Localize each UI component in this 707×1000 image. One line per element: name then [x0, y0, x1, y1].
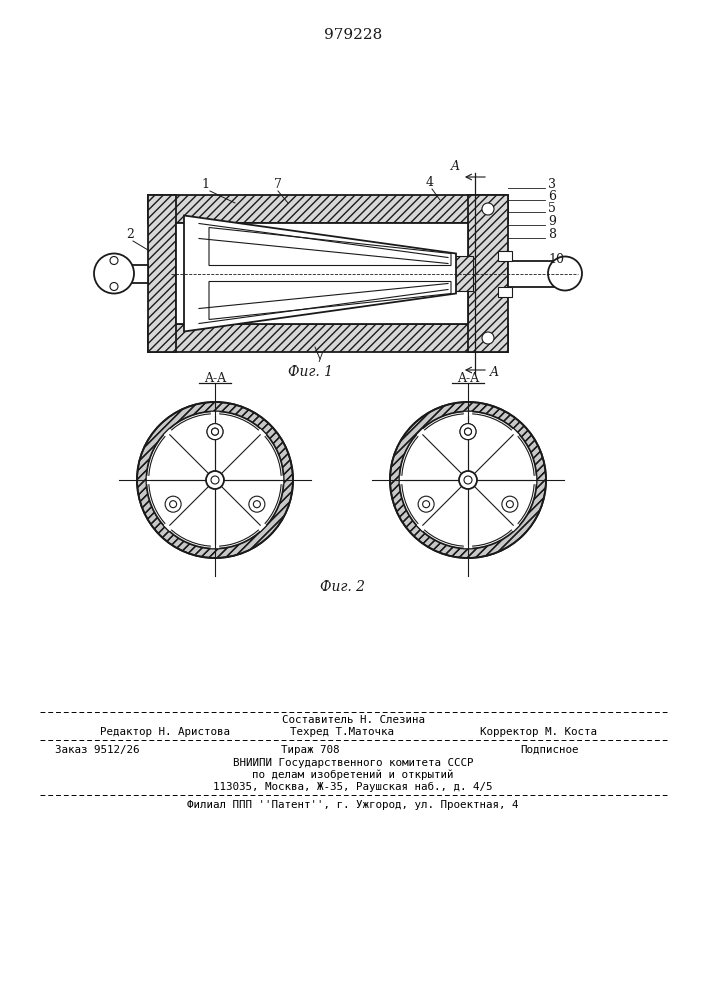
Text: Корректор М. Коста: Корректор М. Коста: [480, 727, 597, 737]
Circle shape: [482, 332, 494, 344]
Circle shape: [390, 402, 546, 558]
Text: 5: 5: [548, 202, 556, 215]
Text: ВНИИПИ Государственного комитета СССР: ВНИИПИ Государственного комитета СССР: [233, 758, 473, 768]
Text: A-A: A-A: [204, 371, 226, 384]
Text: 3: 3: [548, 178, 556, 191]
Circle shape: [548, 256, 582, 290]
Text: 113035, Москва, Ж-35, Раушская наб., д. 4/5: 113035, Москва, Ж-35, Раушская наб., д. …: [214, 782, 493, 792]
Text: A-A: A-A: [457, 371, 479, 384]
Text: Тираж 708: Тираж 708: [281, 745, 339, 755]
Circle shape: [211, 428, 218, 435]
Bar: [508, 260, 563, 286]
Polygon shape: [209, 228, 451, 265]
Text: Техред Т.Маточка: Техред Т.Маточка: [290, 727, 394, 737]
Circle shape: [482, 203, 494, 215]
Circle shape: [148, 414, 281, 546]
Bar: [148, 324, 508, 352]
Text: 4: 4: [426, 176, 434, 189]
Bar: [116, 264, 148, 282]
Bar: [498, 250, 512, 260]
Circle shape: [207, 424, 223, 440]
Circle shape: [402, 414, 534, 546]
Circle shape: [206, 471, 224, 489]
Text: по делам изобретений и открытий: по делам изобретений и открытий: [252, 770, 454, 780]
Bar: [148, 195, 176, 352]
Circle shape: [460, 424, 476, 440]
Polygon shape: [184, 216, 456, 332]
Text: Фиг. 1: Фиг. 1: [288, 365, 332, 379]
Circle shape: [464, 428, 472, 435]
Circle shape: [249, 496, 265, 512]
Text: 8: 8: [548, 228, 556, 241]
Circle shape: [165, 496, 181, 512]
Bar: [176, 223, 468, 324]
Bar: [455, 256, 473, 291]
Circle shape: [423, 501, 430, 508]
Circle shape: [399, 411, 537, 549]
Text: A: A: [451, 160, 460, 173]
Text: Редактор Н. Аристова: Редактор Н. Аристова: [100, 727, 230, 737]
Text: Фиг. 2: Фиг. 2: [320, 580, 365, 594]
Circle shape: [211, 476, 219, 484]
Text: A: A: [490, 366, 499, 379]
Circle shape: [146, 411, 284, 549]
Text: Заказ 9512/26: Заказ 9512/26: [55, 745, 139, 755]
Text: Подписное: Подписное: [520, 745, 578, 755]
Text: 9: 9: [548, 215, 556, 228]
Circle shape: [459, 471, 477, 489]
Text: 7: 7: [274, 178, 282, 191]
Bar: [148, 195, 508, 223]
Circle shape: [207, 424, 223, 440]
Text: 10: 10: [548, 253, 564, 266]
Circle shape: [253, 501, 260, 508]
Circle shape: [418, 496, 434, 512]
Polygon shape: [209, 282, 451, 320]
Circle shape: [460, 424, 476, 440]
Text: 1: 1: [201, 178, 209, 191]
Text: 6: 6: [548, 190, 556, 203]
Bar: [498, 286, 512, 296]
Circle shape: [464, 428, 472, 435]
Circle shape: [137, 402, 293, 558]
Circle shape: [110, 256, 118, 264]
Text: 979228: 979228: [324, 28, 382, 42]
Text: 7: 7: [316, 352, 324, 365]
Bar: [468, 195, 508, 352]
Circle shape: [170, 501, 177, 508]
Circle shape: [506, 501, 513, 508]
Circle shape: [464, 476, 472, 484]
Circle shape: [211, 428, 218, 435]
Text: Составитель Н. Слезина: Составитель Н. Слезина: [281, 715, 424, 725]
Text: 2: 2: [126, 228, 134, 241]
Circle shape: [94, 253, 134, 294]
Circle shape: [502, 496, 518, 512]
Text: Филиал ППП ''Патент'', г. Ужгород, ул. Проектная, 4: Филиал ППП ''Патент'', г. Ужгород, ул. П…: [187, 800, 519, 810]
Circle shape: [110, 282, 118, 290]
